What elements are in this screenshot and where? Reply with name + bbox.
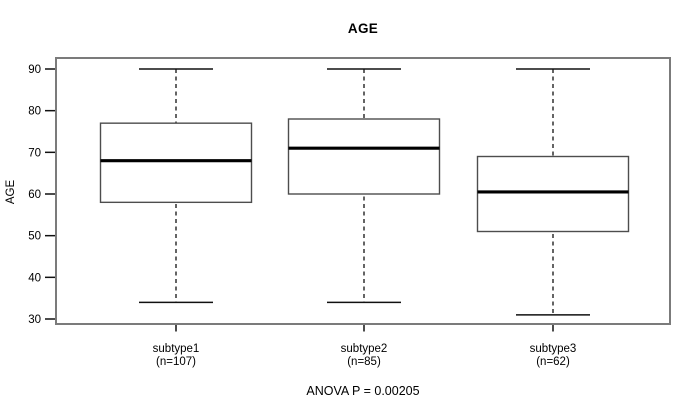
group-sublabel-subtype1: (n=107) bbox=[156, 356, 196, 368]
plot-frame bbox=[55, 57, 671, 325]
group-label-subtype3: subtype3 bbox=[530, 343, 577, 355]
group-label-subtype1: subtype1 bbox=[153, 343, 200, 355]
y-axis-tick-label: 60 bbox=[28, 189, 41, 201]
box-subtype2 bbox=[287, 118, 441, 195]
group-sublabel-subtype2: (n=85) bbox=[347, 356, 381, 368]
y-axis-tick-label: 40 bbox=[28, 272, 41, 284]
y-axis-tick-label: 80 bbox=[28, 106, 41, 118]
y-axis-tick-label: 50 bbox=[28, 231, 41, 243]
y-axis-tick-label: 90 bbox=[28, 64, 41, 76]
anova-footnote: ANOVA P = 0.00205 bbox=[306, 384, 420, 398]
y-axis-tick-label: 30 bbox=[28, 314, 41, 326]
y-axis-tick-label: 70 bbox=[28, 147, 41, 159]
box-subtype1 bbox=[99, 122, 253, 204]
group-sublabel-subtype3: (n=62) bbox=[536, 356, 570, 368]
chart-title: AGE bbox=[347, 21, 379, 36]
box-subtype3 bbox=[476, 155, 630, 233]
group-label-subtype2: subtype2 bbox=[341, 343, 388, 355]
